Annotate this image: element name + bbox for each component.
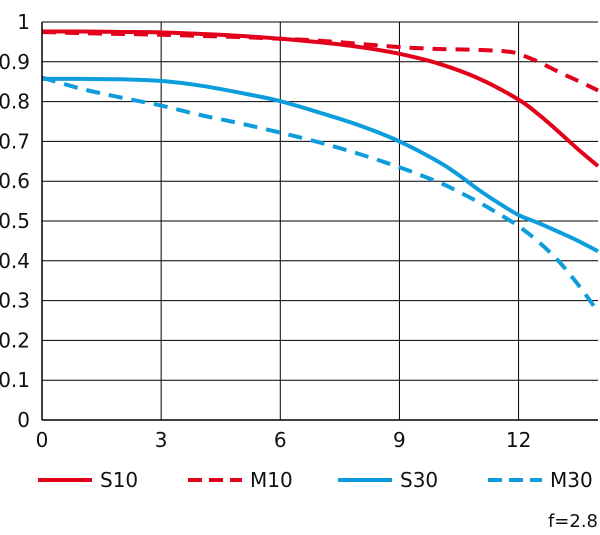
y-tick-label: 0.3 bbox=[0, 289, 30, 313]
legend-label-m10: M10 bbox=[250, 468, 293, 492]
series-line-s10 bbox=[41, 29, 600, 168]
y-tick-label: 0.1 bbox=[0, 368, 30, 392]
aperture-note: f=2.8 bbox=[548, 511, 598, 532]
y-tick-label: 0.5 bbox=[0, 209, 30, 233]
y-tick-label: 0.8 bbox=[0, 90, 30, 114]
y-tick-label: 1 bbox=[17, 10, 30, 34]
legend-label-m30: M30 bbox=[550, 468, 593, 492]
grid-lines bbox=[41, 21, 598, 421]
axes bbox=[41, 22, 598, 421]
x-tick-label: 0 bbox=[36, 428, 49, 452]
series-line-m30 bbox=[41, 75, 600, 313]
x-tick-label: 9 bbox=[393, 428, 406, 452]
x-tick-label: 12 bbox=[506, 428, 531, 452]
y-tick-label: 0.4 bbox=[0, 249, 30, 273]
y-tick-label: 0.7 bbox=[0, 129, 30, 153]
x-tick-label: 3 bbox=[155, 428, 168, 452]
y-tick-labels: 0 0.1 0.2 0.3 0.4 0.5 0.6 0.7 0.8 0.9 1 bbox=[0, 10, 30, 432]
y-tick-label: 0.6 bbox=[0, 169, 30, 193]
series-lines bbox=[41, 29, 600, 313]
y-tick-label: 0.2 bbox=[0, 328, 30, 352]
y-tick-label: 0 bbox=[17, 408, 30, 432]
legend-label-s30: S30 bbox=[400, 468, 438, 492]
legend: S10 M10 S30 M30 bbox=[38, 468, 593, 492]
legend-label-s10: S10 bbox=[100, 468, 138, 492]
y-tick-label: 0.9 bbox=[0, 50, 30, 74]
series-line-s30 bbox=[41, 76, 599, 254]
x-tick-labels: 0 3 6 9 12 bbox=[36, 428, 532, 452]
series-line-m10 bbox=[41, 29, 599, 93]
x-tick-label: 6 bbox=[274, 428, 287, 452]
